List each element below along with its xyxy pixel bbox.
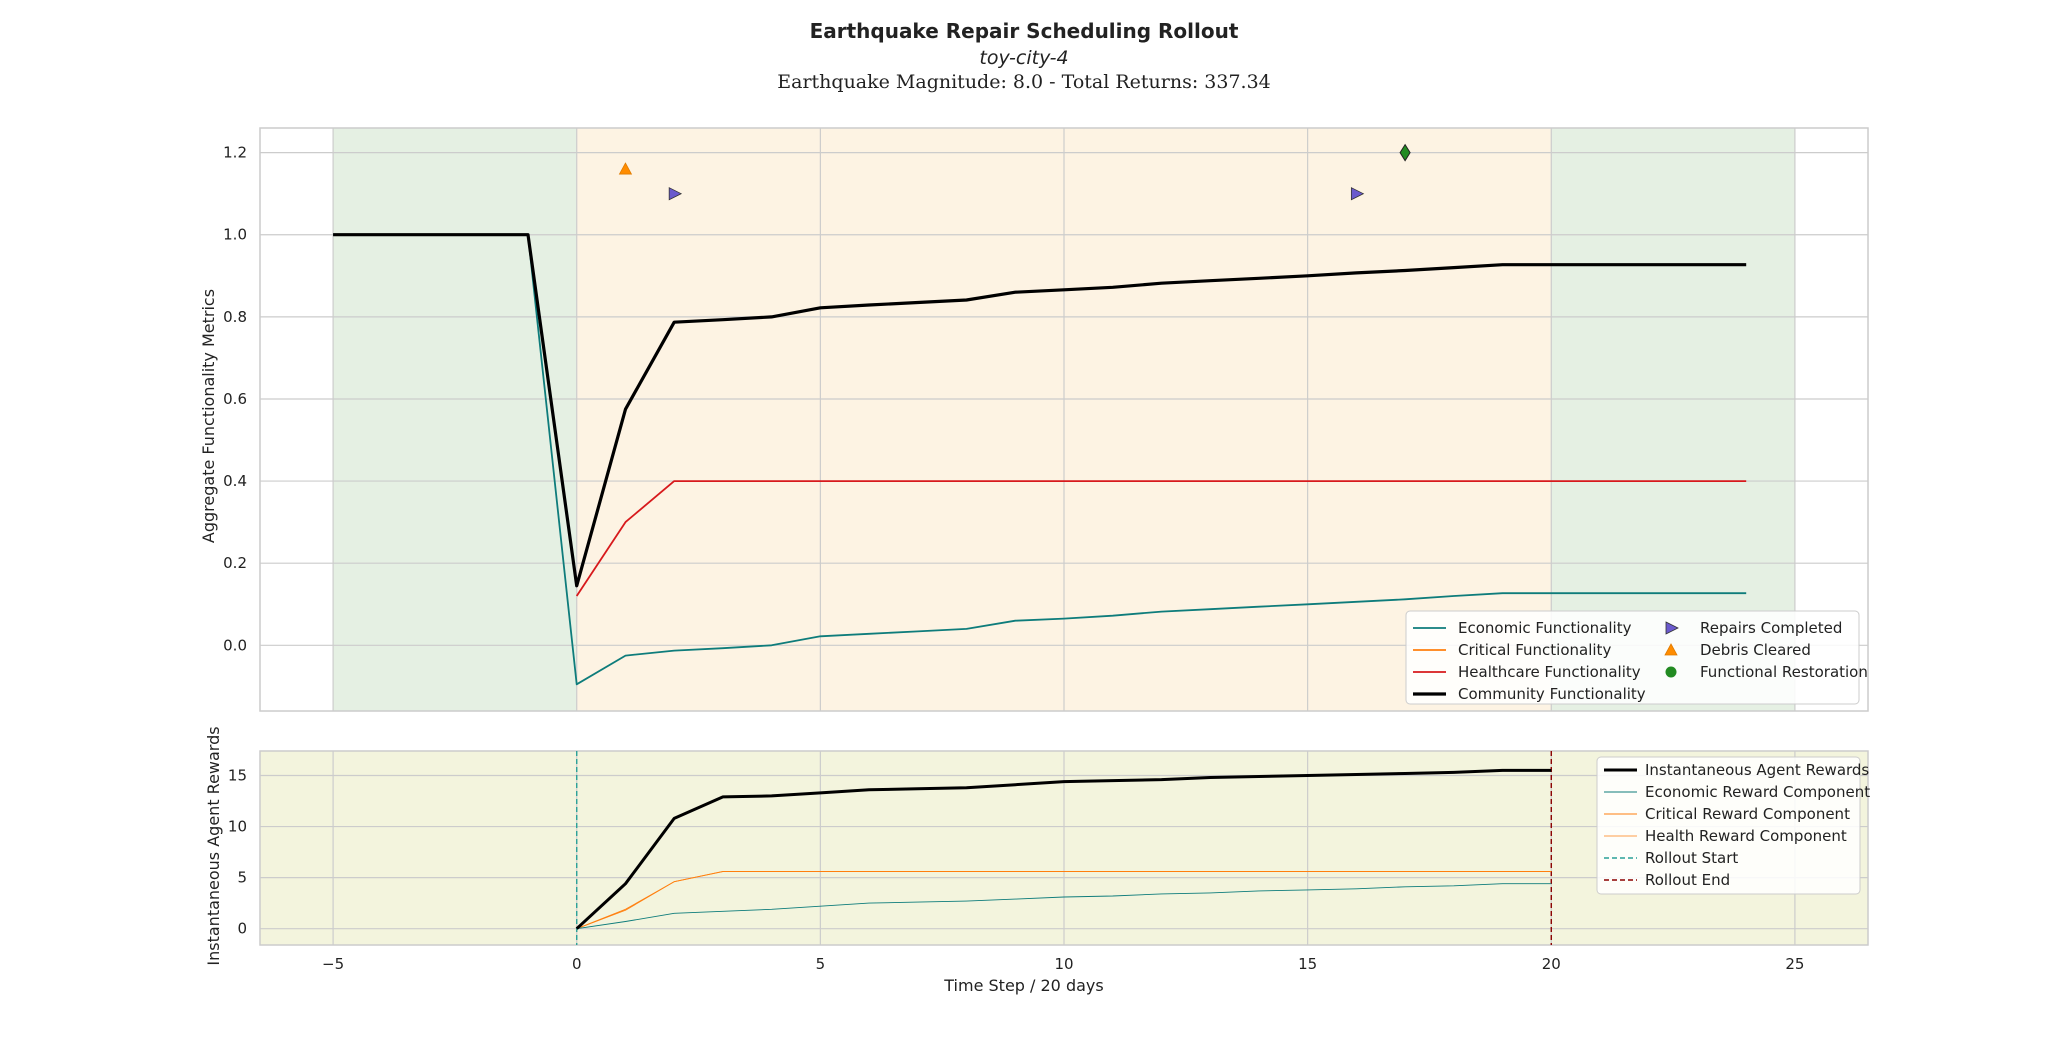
y-tick-label: 1.2 (223, 144, 247, 162)
series-community-functionality (333, 233, 1747, 588)
x-tick-label: −5 (322, 955, 344, 973)
y-tick-label: 0.0 (223, 636, 247, 654)
series-critical-reward-component (576, 871, 1552, 930)
plot-frame (259, 750, 1869, 946)
legend-label: Healthcare Functionality (1458, 663, 1641, 681)
x-tick-label: 5 (816, 955, 826, 973)
legend-box (1596, 756, 1861, 895)
x-tick-label: 15 (1298, 955, 1317, 973)
legend-marker (1665, 621, 1679, 635)
y-tick-label: 1.0 (223, 226, 247, 244)
bottom-ylabel: Instantaneous Agent Rewards (204, 726, 223, 965)
x-tick-label: 20 (1542, 955, 1561, 973)
y-tick-label: 0.2 (223, 554, 247, 572)
rewards-axes: 0 5 10 15 −5 0 5 10 15 20 25 Instantaneous Agent Re… (228, 750, 1870, 973)
legend-label: Health Reward Component (1645, 827, 1847, 845)
y-tick-label: 10 (228, 818, 247, 836)
legend-rewards: Instantaneous Agent Rewards Economic Rewa… (1596, 756, 1870, 895)
legend-functionality: Economic Functionality Critical Functiona… (1405, 610, 1868, 705)
legend-label: Rollout Start (1645, 849, 1738, 867)
marker-repairs-completed (1350, 187, 1365, 201)
plot-frame (259, 127, 1869, 712)
series-economic-functionality (333, 233, 1747, 686)
x-tick-label: 25 (1785, 955, 1804, 973)
legend-label: Debris Cleared (1700, 641, 1811, 659)
legend-box (1405, 610, 1860, 705)
x-tick-label: 10 (1054, 955, 1073, 973)
x-tick-label: 0 (572, 955, 582, 973)
legend-label: Instantaneous Agent Rewards (1645, 761, 1869, 779)
chart-title: Earthquake Repair Scheduling Rollout (810, 19, 1239, 43)
functionality-axes: 0.0 0.2 0.4 0.6 0.8 1.0 1.2 Economic Functional… (223, 127, 1869, 712)
top-ylabel: Aggregate Functionality Metrics (199, 289, 218, 543)
series-economic-reward-component (576, 883, 1552, 930)
legend-label: Critical Functionality (1458, 641, 1611, 659)
legend-label: Community Functionality (1458, 685, 1646, 703)
x-axis-label: Time Step / 20 days (943, 976, 1103, 995)
y-tick-label: 5 (237, 869, 247, 887)
chart-subtitle: toy-city-4 (979, 47, 1068, 69)
legend-marker (1664, 643, 1678, 656)
y-tick-label: 0.6 (223, 390, 247, 408)
legend-marker (1665, 666, 1677, 678)
marker-diamond (1399, 143, 1411, 162)
marker-repairs-completed (668, 187, 683, 201)
legend-label: Functional Restoration (1700, 663, 1868, 681)
y-tick-label: 15 (228, 767, 247, 785)
series-healthcare-functionality (575, 480, 1747, 597)
series-instantaneous-agent-rewards (575, 768, 1552, 930)
y-tick-label: 0.8 (223, 308, 247, 326)
marker-debris-cleared (618, 162, 633, 175)
legend-label: Economic Reward Component (1645, 783, 1870, 801)
legend-label: Rollout End (1645, 871, 1730, 889)
y-tick-label: 0 (237, 920, 247, 938)
chart-subtitle-magnitude: Earthquake Magnitude: 8.0 - Total Return… (777, 71, 1271, 93)
legend-label: Repairs Completed (1700, 619, 1842, 637)
phase-band-green (333, 128, 577, 711)
y-tick-label: 0.4 (223, 472, 247, 490)
legend-label: Critical Reward Component (1645, 805, 1850, 823)
legend-label: Economic Functionality (1458, 619, 1632, 637)
